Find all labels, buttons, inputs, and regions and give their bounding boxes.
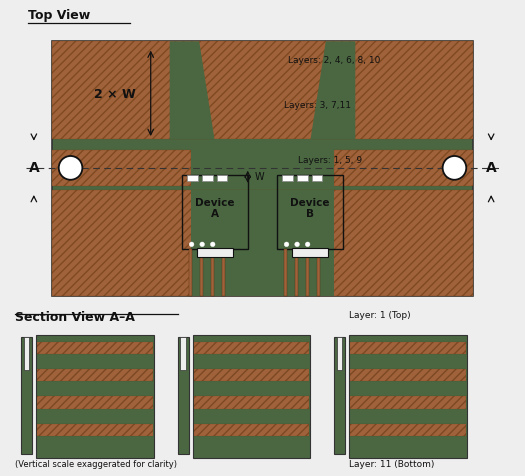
Bar xyxy=(24,337,29,370)
Bar xyxy=(188,249,193,296)
Bar xyxy=(350,369,466,381)
Bar xyxy=(334,149,474,186)
Circle shape xyxy=(443,156,466,180)
Bar xyxy=(51,41,474,139)
Bar xyxy=(182,175,248,249)
Bar xyxy=(350,424,466,436)
Bar xyxy=(297,175,308,180)
Bar xyxy=(193,335,310,457)
Text: (Vertical scale exaggerated for clarity): (Vertical scale exaggerated for clarity) xyxy=(15,460,177,469)
Bar xyxy=(282,175,293,180)
Circle shape xyxy=(200,242,205,247)
Bar xyxy=(284,249,287,296)
Bar xyxy=(350,342,466,354)
Bar xyxy=(295,249,298,296)
Circle shape xyxy=(306,242,310,247)
Bar xyxy=(197,248,233,257)
Polygon shape xyxy=(170,41,355,149)
Bar xyxy=(350,342,466,354)
Circle shape xyxy=(190,242,194,247)
Bar xyxy=(292,248,328,257)
Text: Layers: 3, 7,11: Layers: 3, 7,11 xyxy=(284,100,351,109)
Bar xyxy=(211,249,214,296)
Bar xyxy=(180,337,186,370)
Bar xyxy=(312,175,322,180)
Bar xyxy=(37,342,152,354)
Bar xyxy=(51,41,474,296)
Text: Device
A: Device A xyxy=(195,198,235,219)
Bar xyxy=(194,369,309,381)
Bar xyxy=(191,190,334,296)
Bar xyxy=(37,397,152,409)
Bar xyxy=(350,424,466,436)
Bar xyxy=(37,424,152,436)
Bar xyxy=(177,337,188,454)
Text: W: W xyxy=(255,172,265,182)
Circle shape xyxy=(211,242,215,247)
Bar xyxy=(21,337,32,454)
Bar xyxy=(217,175,227,180)
Text: Layer: 1 (Top): Layer: 1 (Top) xyxy=(349,311,411,320)
Bar xyxy=(350,369,466,381)
Text: Top View: Top View xyxy=(28,9,91,22)
Text: Device
B: Device B xyxy=(290,198,330,219)
Bar xyxy=(187,175,198,180)
Text: Layers: 1, 5, 9: Layers: 1, 5, 9 xyxy=(298,156,362,165)
Circle shape xyxy=(295,242,299,247)
Bar xyxy=(200,249,204,296)
Bar xyxy=(194,424,309,436)
Bar xyxy=(37,397,152,409)
Text: A: A xyxy=(28,161,39,175)
Bar xyxy=(36,335,153,457)
Bar xyxy=(350,397,466,409)
Text: Layer: 11 (Bottom): Layer: 11 (Bottom) xyxy=(349,460,434,469)
Bar xyxy=(191,149,334,186)
Bar xyxy=(194,342,309,354)
Bar xyxy=(317,249,320,296)
Text: Section View A–A: Section View A–A xyxy=(15,311,135,324)
Bar xyxy=(37,369,152,381)
Text: 2 × W: 2 × W xyxy=(94,88,135,101)
Text: Layers: 2, 4, 6, 8, 10: Layers: 2, 4, 6, 8, 10 xyxy=(288,56,381,65)
Bar xyxy=(306,249,309,296)
Bar xyxy=(194,397,309,409)
Bar xyxy=(194,424,309,436)
Bar xyxy=(194,342,309,354)
Circle shape xyxy=(59,156,82,180)
Bar xyxy=(51,190,474,296)
Bar xyxy=(202,175,213,180)
Bar xyxy=(349,335,467,457)
Bar xyxy=(51,149,191,186)
Text: A: A xyxy=(486,161,497,175)
Bar xyxy=(334,149,474,186)
Bar xyxy=(194,397,309,409)
Bar xyxy=(277,175,343,249)
Bar xyxy=(222,249,225,296)
Bar xyxy=(37,424,152,436)
Circle shape xyxy=(284,242,289,247)
Bar xyxy=(37,369,152,381)
Bar xyxy=(350,397,466,409)
Bar xyxy=(337,337,342,370)
Bar xyxy=(51,149,191,186)
Bar xyxy=(194,369,309,381)
Bar xyxy=(334,337,345,454)
Bar xyxy=(51,41,474,139)
Bar xyxy=(37,342,152,354)
Bar xyxy=(51,190,474,296)
